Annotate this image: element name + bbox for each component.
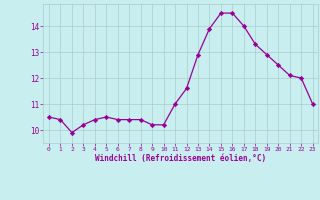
X-axis label: Windchill (Refroidissement éolien,°C): Windchill (Refroidissement éolien,°C) xyxy=(95,154,266,163)
